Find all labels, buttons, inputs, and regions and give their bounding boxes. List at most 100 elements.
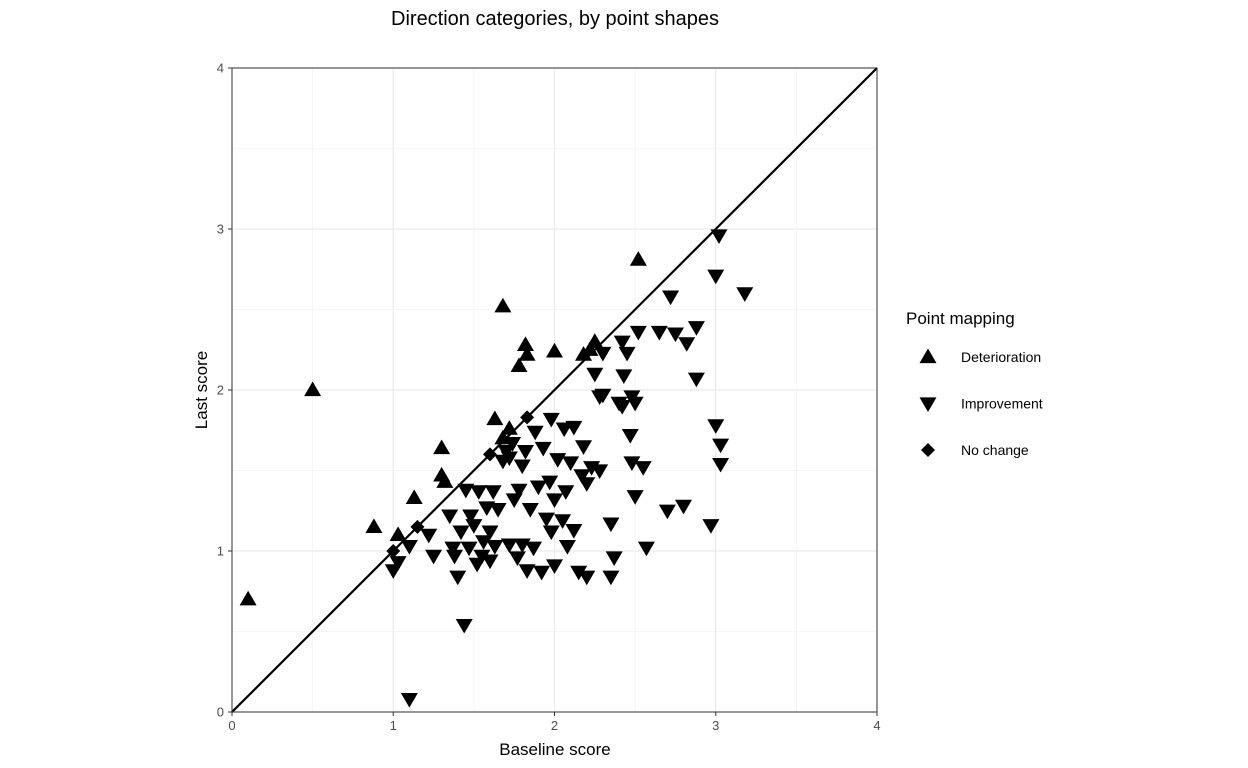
y-tick-label: 2: [217, 383, 224, 398]
data-point-triangle-down: [613, 335, 631, 351]
data-point-triangle-down: [623, 456, 641, 471]
data-point-triangle-up: [304, 381, 322, 397]
data-point-triangle-down: [575, 440, 593, 455]
data-point-triangle-down: [446, 549, 464, 565]
data-point-triangle-down: [465, 519, 483, 534]
y-tick-label: 0: [217, 705, 224, 720]
data-point-triangle-down: [521, 503, 539, 518]
data-point-triangle-down: [586, 367, 604, 383]
x-tick-label: 0: [228, 718, 235, 733]
data-point-triangle-up: [389, 526, 407, 542]
data-point-triangle-down: [546, 559, 563, 574]
data-point-triangle-down: [707, 419, 725, 434]
data-point-triangle-down: [675, 499, 692, 515]
data-point-triangle-down: [400, 693, 418, 708]
data-point-triangle-down: [710, 229, 728, 244]
data-point-triangle-down: [637, 541, 655, 557]
x-tick-label: 4: [873, 718, 880, 733]
data-point-triangle-down: [591, 464, 609, 479]
data-point-triangle-up: [546, 342, 563, 358]
data-point-triangle-down: [425, 549, 443, 565]
data-point-triangle-down: [504, 437, 522, 452]
data-point-triangle-up: [494, 297, 512, 313]
data-point-triangle-up: [629, 251, 647, 266]
reference-diagonal-line: [231, 67, 878, 713]
legend-key-diamond: [921, 443, 935, 457]
data-point-triangle-up: [518, 346, 536, 361]
series-deterioration: [239, 251, 647, 606]
data-point-triangle-down: [618, 346, 636, 362]
data-point-triangle-down: [441, 509, 459, 525]
data-point-triangle-down: [481, 525, 499, 541]
y-axis-title: Last score: [192, 351, 211, 429]
data-point-triangle-down: [702, 519, 720, 534]
data-point-triangle-down: [562, 456, 580, 471]
data-point-triangle-down: [460, 541, 478, 557]
data-point-triangle-down: [634, 461, 652, 476]
data-point-triangle-down: [687, 372, 705, 388]
data-point-triangle-down: [516, 445, 534, 460]
data-point-triangle-down: [615, 369, 633, 385]
data-point-triangle-down: [546, 493, 563, 508]
data-point-triangle-down: [602, 570, 620, 586]
data-point-triangle-down: [449, 570, 467, 586]
data-point-triangle-down: [662, 290, 680, 306]
data-point-triangle-up: [433, 439, 451, 455]
data-point-triangle-down: [712, 438, 730, 454]
legend-label: Improvement: [961, 396, 1043, 412]
data-point-diamond: [520, 410, 535, 425]
data-point-triangle-down: [549, 453, 567, 468]
x-tick-label: 3: [712, 718, 719, 733]
data-point-triangle-down: [541, 475, 559, 491]
data-point-diamond: [483, 447, 497, 462]
data-point-triangle-down: [687, 321, 705, 336]
data-point-triangle-down: [594, 346, 612, 362]
x-tick-label: 1: [390, 718, 397, 733]
data-point-triangle-down: [389, 556, 407, 571]
data-point-triangle-down: [486, 540, 504, 555]
data-point-triangle-down: [621, 428, 639, 444]
data-point-triangle-down: [554, 514, 572, 529]
data-point-triangle-down: [558, 540, 576, 555]
data-point-triangle-up: [405, 489, 423, 504]
data-point-triangle-up: [500, 420, 518, 435]
data-point-triangle-down: [629, 325, 647, 341]
legend-label: Deterioration: [961, 349, 1041, 365]
data-point-triangle-down: [457, 483, 475, 499]
data-point-triangle-down: [623, 390, 641, 405]
data-points: [239, 229, 754, 708]
data-point-triangle-down: [605, 551, 623, 566]
data-point-triangle-down: [475, 535, 493, 550]
data-point-triangle-down: [570, 565, 588, 581]
data-point-triangle-down: [533, 565, 551, 581]
data-point-triangle-down: [473, 549, 491, 565]
data-point-triangle-up: [581, 341, 599, 356]
data-point-triangle-down: [481, 554, 499, 570]
y-axis-ticks: 0 1 2 3 4: [217, 61, 232, 720]
data-point-triangle-down: [578, 570, 596, 586]
data-point-triangle-down: [525, 541, 543, 557]
data-point-triangle-down: [678, 337, 696, 352]
series-improvement: [384, 229, 754, 708]
data-point-triangle-down: [500, 538, 518, 554]
legend-key-triangle-up: [919, 348, 937, 364]
data-point-triangle-down: [484, 485, 502, 500]
legend: Point mapping Deterioration Improvement No…: [906, 309, 1043, 458]
y-tick-label: 3: [217, 222, 224, 237]
x-axis-ticks: 0 1 2 3 4: [228, 712, 881, 733]
data-point-triangle-down: [578, 477, 596, 492]
data-point-triangle-down: [537, 512, 555, 528]
series-no-change: [386, 410, 535, 558]
data-point-triangle-down: [557, 485, 575, 500]
data-point-triangle-down: [529, 480, 547, 496]
data-point-triangle-down: [565, 420, 583, 436]
data-point-triangle-down: [470, 485, 488, 500]
data-point-triangle-down: [462, 509, 480, 525]
data-point-diamond: [386, 544, 401, 558]
data-point-triangle-down: [518, 564, 536, 579]
data-point-triangle-down: [666, 327, 684, 343]
data-point-triangle-down: [500, 451, 518, 467]
data-point-triangle-down: [508, 551, 526, 566]
legend-items: Deterioration Improvement No change: [919, 348, 1043, 458]
